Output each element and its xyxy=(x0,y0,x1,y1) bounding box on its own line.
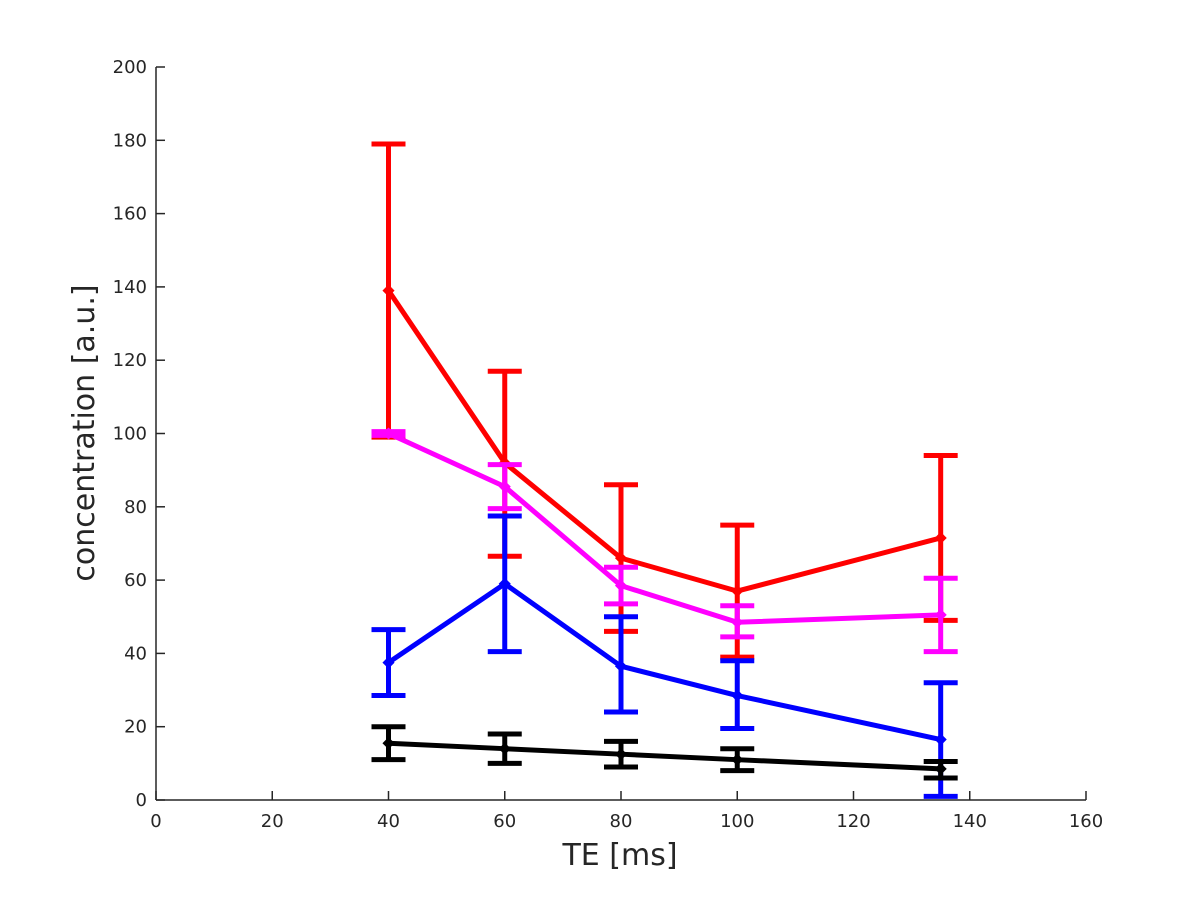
data-point xyxy=(498,480,511,493)
data-point xyxy=(614,748,628,761)
series-red xyxy=(371,141,958,660)
x-tick-label: 100 xyxy=(720,811,754,832)
data-point xyxy=(498,577,511,590)
y-tick-label: 200 xyxy=(113,57,147,78)
series-line-blue xyxy=(387,581,942,742)
y-axis-label: concentration [a.u.] xyxy=(67,284,102,581)
series-blue xyxy=(371,513,958,799)
data-point xyxy=(934,762,947,775)
y-tick-label: 20 xyxy=(124,717,147,738)
plot-area xyxy=(371,141,958,799)
series-line-black xyxy=(388,740,941,772)
y-tick-label: 180 xyxy=(113,130,147,151)
y-tick-label: 140 xyxy=(113,277,147,298)
data-point xyxy=(498,742,511,755)
data-point xyxy=(382,737,395,750)
axes: 0 20 40 60 80 100 120 140 160 0 20 40 60 80 100 120 140 1… xyxy=(113,57,1104,832)
y-tick-label: 80 xyxy=(124,497,147,518)
data-point xyxy=(382,284,395,297)
y-tick-label: 120 xyxy=(113,350,147,371)
data-point xyxy=(731,753,744,766)
x-tick-label: 140 xyxy=(953,811,987,832)
y-tick-label: 100 xyxy=(113,424,147,445)
data-point xyxy=(731,689,744,702)
series-magenta xyxy=(371,427,958,655)
x-tick-label: 160 xyxy=(1069,811,1103,832)
x-tick-label: 0 xyxy=(150,811,161,832)
series-black xyxy=(371,724,958,781)
data-point xyxy=(382,427,395,440)
x-tick-label: 80 xyxy=(610,811,633,832)
series-line-red xyxy=(386,289,942,594)
x-tick-label: 60 xyxy=(493,811,516,832)
x-tick-label: 120 xyxy=(836,811,870,832)
x-tick-label: 40 xyxy=(377,811,400,832)
data-point xyxy=(731,616,744,629)
data-point xyxy=(614,660,628,673)
data-point xyxy=(934,608,947,621)
data-point xyxy=(934,733,947,746)
y-tick-label: 40 xyxy=(124,643,147,664)
data-point xyxy=(934,531,947,545)
data-point xyxy=(382,656,395,669)
y-tick-label: 160 xyxy=(113,204,147,225)
data-point xyxy=(731,585,744,598)
y-tick-label: 0 xyxy=(136,790,147,811)
x-tick-label: 20 xyxy=(261,811,284,832)
series-line-magenta xyxy=(387,431,941,625)
y-tick-label: 60 xyxy=(124,570,147,591)
data-point xyxy=(614,579,628,592)
x-axis-label: TE [ms] xyxy=(561,838,677,873)
data-point xyxy=(614,552,628,565)
